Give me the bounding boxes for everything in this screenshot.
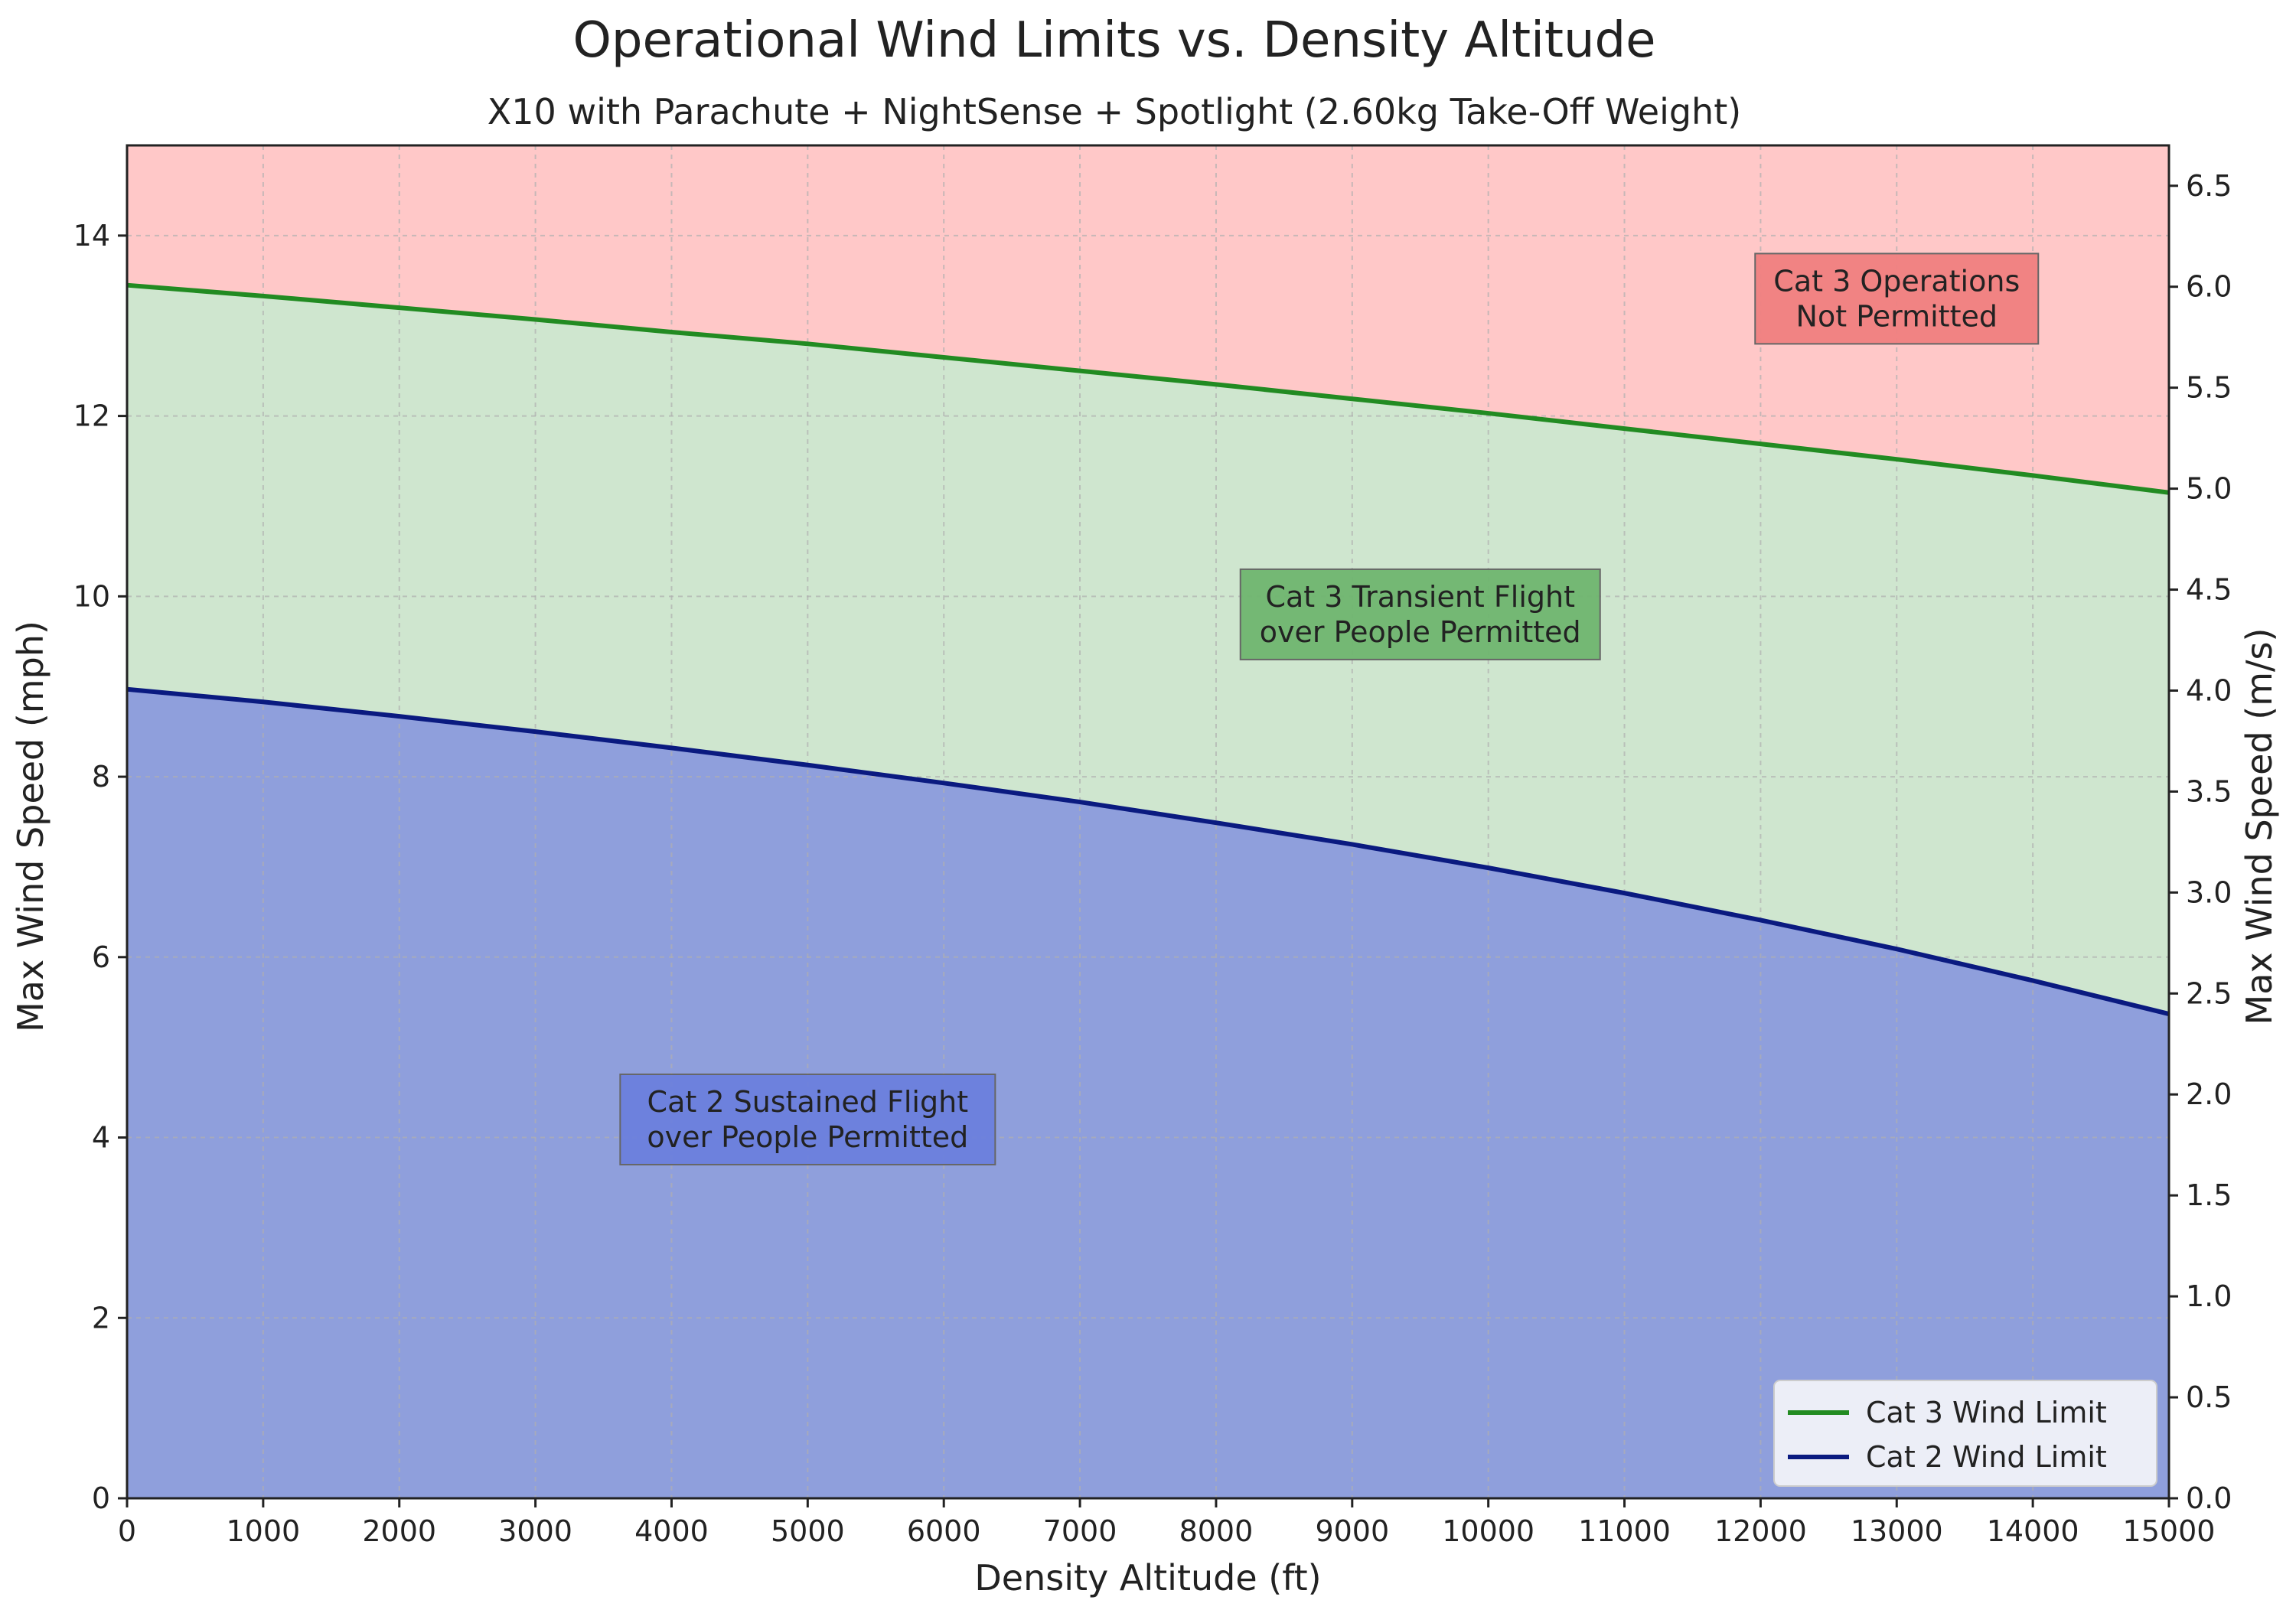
x-tick-label: 10000 <box>1442 1514 1534 1548</box>
series-line-cat3 <box>126 282 2170 495</box>
y-right-tick-label: 3.0 <box>2186 875 2232 909</box>
x-tick-label: 14000 <box>1987 1514 2079 1548</box>
x-tick-label: 3000 <box>498 1514 572 1548</box>
annotation-text: Cat 2 Sustained Flight <box>647 1085 969 1119</box>
y-right-tick-label: 0.5 <box>2186 1380 2232 1414</box>
annotation-box <box>1239 568 1601 660</box>
legend-box <box>1773 1380 2157 1487</box>
x-tick-label: 1000 <box>227 1514 301 1548</box>
x-tick-label: 12000 <box>1714 1514 1807 1548</box>
plot-area: 0 1000 2000 3000 4000 5000 6000 7000 8000 9000 100… <box>73 144 2232 1548</box>
y-tick-label: 10 <box>73 579 110 613</box>
y-right-tick-label: 5.5 <box>2186 371 2232 405</box>
y-right-tick-label: 2.0 <box>2186 1077 2232 1111</box>
x-tick-label: 2000 <box>362 1514 436 1548</box>
y-tick-label: 2 <box>92 1301 110 1335</box>
y-axis-label: Max Wind Speed (mph) <box>10 621 51 1032</box>
y-right-tick-label: 6.5 <box>2186 169 2232 203</box>
y-tick-label: 8 <box>92 760 110 794</box>
series-line-cat2 <box>126 686 2170 1016</box>
annotation-text: Not Permitted <box>1796 299 1998 333</box>
legend: Cat 3 Wind Limit Cat 2 Wind Limit <box>1773 1380 2157 1487</box>
region-cat3-transient <box>127 285 2169 1015</box>
plot-frame <box>126 144 2170 1500</box>
region-cat2-sustained <box>127 689 2169 1498</box>
x-tick-label: 6000 <box>907 1514 981 1548</box>
x-tick-label: 7000 <box>1043 1514 1117 1548</box>
y-right-tick-label: 4.5 <box>2186 573 2232 607</box>
y-right-tick-label: 0.0 <box>2186 1481 2232 1515</box>
x-tick-label: 11000 <box>1578 1514 1671 1548</box>
x-tick-label: 9000 <box>1315 1514 1389 1548</box>
y-right-tick-label: 6.0 <box>2186 270 2232 304</box>
y-right-tick-label: 5.0 <box>2186 472 2232 506</box>
legend-label: Cat 3 Wind Limit <box>1866 1396 2107 1429</box>
y-right-tick-label: 4.0 <box>2186 673 2232 707</box>
annotation-box <box>1754 253 2040 345</box>
annotation-box <box>619 1073 996 1165</box>
annotation-text: over People Permitted <box>1260 615 1581 649</box>
y-tick-label: 12 <box>73 399 110 433</box>
x-tick-label: 15000 <box>2123 1514 2216 1548</box>
y-tick-label: 4 <box>92 1121 110 1155</box>
y-right-tick-label: 2.5 <box>2186 976 2232 1010</box>
x-tick-label: 4000 <box>634 1514 709 1548</box>
x-tick-label: 8000 <box>1179 1514 1254 1548</box>
chart-title: Operational Wind Limits vs. Density Alti… <box>572 12 1655 69</box>
region-cat3-not-permitted <box>127 145 2169 493</box>
chart-subtitle: X10 with Parachute + NightSense + Spotli… <box>488 91 1741 132</box>
y-right-tick-label: 1.0 <box>2186 1279 2232 1313</box>
legend-label: Cat 2 Wind Limit <box>1866 1440 2107 1474</box>
y-tick-label: 0 <box>92 1481 110 1515</box>
x-tick-label: 0 <box>118 1514 136 1548</box>
y-axis-label-right: Max Wind Speed (m/s) <box>2239 628 2280 1025</box>
y-right-tick-label: 1.5 <box>2186 1178 2232 1212</box>
y-right-tick-label: 3.5 <box>2186 774 2232 808</box>
x-tick-label: 5000 <box>771 1514 845 1548</box>
y-tick-label: 14 <box>73 219 110 253</box>
annotation-text: over People Permitted <box>647 1120 968 1154</box>
y-tick-label: 6 <box>92 940 110 974</box>
x-tick-label: 13000 <box>1851 1514 1943 1548</box>
annotation-text: Cat 3 Operations <box>1773 264 2020 298</box>
x-axis-label: Density Altitude (ft) <box>974 1557 1321 1599</box>
annotation-text: Cat 3 Transient Flight <box>1265 580 1575 614</box>
